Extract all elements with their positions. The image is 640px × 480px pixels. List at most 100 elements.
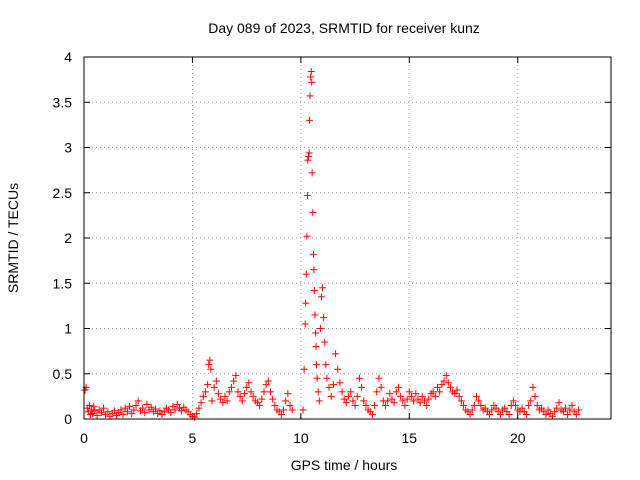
data-point (193, 410, 201, 418)
data-point (555, 399, 563, 407)
data-point (455, 392, 463, 400)
data-point (451, 390, 459, 398)
x-tick-label: 15 (402, 430, 418, 446)
data-point (208, 397, 216, 405)
data-point (309, 250, 317, 258)
x-tick-label: 20 (510, 430, 526, 446)
data-point (100, 404, 108, 412)
data-point (314, 388, 322, 396)
data-point (358, 383, 366, 391)
data-point (388, 395, 396, 403)
data-point (566, 406, 574, 414)
data-point (173, 401, 181, 409)
data-point (217, 395, 225, 403)
data-point (468, 406, 476, 414)
data-point (230, 377, 238, 385)
data-point (564, 410, 572, 418)
data-point (284, 390, 292, 398)
data-point (156, 407, 164, 415)
data-point (219, 399, 227, 407)
data-point (307, 67, 315, 75)
data-point (310, 286, 318, 294)
data-point (280, 406, 288, 414)
data-point (117, 406, 125, 414)
data-point (141, 409, 149, 417)
data-point (572, 410, 580, 418)
data-point (322, 361, 330, 369)
data-point (353, 392, 361, 400)
plot-frame (83, 56, 612, 420)
data-point (304, 153, 312, 161)
data-point (308, 169, 316, 177)
data-point (225, 388, 233, 396)
data-point (301, 320, 309, 328)
data-point (407, 392, 415, 400)
data-point (390, 399, 398, 407)
data-point (306, 116, 314, 124)
data-point (207, 365, 215, 373)
data-point (542, 410, 550, 418)
data-point (477, 401, 485, 409)
data-point (191, 413, 199, 421)
data-point (371, 401, 379, 409)
data-point (544, 406, 552, 414)
data-point (492, 404, 500, 412)
data-point (525, 401, 533, 409)
data-point (336, 379, 344, 387)
data-point (488, 406, 496, 414)
data-point (178, 407, 186, 415)
data-point (338, 388, 346, 396)
data-point (315, 397, 323, 405)
data-point (147, 403, 155, 411)
data-point (312, 343, 320, 351)
data-point (401, 401, 409, 409)
data-point (368, 410, 376, 418)
data-point (245, 379, 253, 387)
data-point (227, 383, 235, 391)
data-point (399, 397, 407, 405)
data-point (423, 401, 431, 409)
data-point (473, 392, 481, 400)
data-point (429, 388, 437, 396)
data-point (304, 156, 312, 164)
y-tick-label: 1 (64, 321, 72, 337)
data-point (205, 361, 213, 369)
y-axis-title: SRMTID / TECUs (5, 183, 21, 293)
data-point (167, 409, 175, 417)
data-point (533, 401, 541, 409)
data-point (309, 209, 317, 217)
data-point (312, 329, 320, 337)
data-point (386, 390, 394, 398)
data-point (310, 266, 318, 274)
data-point (206, 356, 214, 364)
data-point (269, 395, 277, 403)
data-point (317, 293, 325, 301)
data-point (121, 404, 129, 412)
data-point (249, 392, 257, 400)
data-point (355, 374, 363, 382)
x-tick-label: 5 (189, 430, 197, 446)
data-point (574, 406, 582, 414)
data-point (123, 408, 131, 416)
data-point (323, 374, 331, 382)
data-point (522, 410, 530, 418)
data-point (505, 410, 513, 418)
data-point (377, 383, 385, 391)
data-point (195, 404, 203, 412)
data-point (134, 397, 142, 405)
y-tick-label: 1.5 (53, 275, 73, 291)
data-point (527, 397, 535, 405)
data-point (277, 410, 285, 418)
data-point (481, 404, 489, 412)
x-tick-label: 0 (80, 430, 88, 446)
grid-lines (84, 57, 611, 419)
data-point (303, 191, 311, 199)
data-point (236, 392, 244, 400)
data-point (501, 404, 509, 412)
y-tick-label: 3 (64, 140, 72, 156)
data-point (438, 381, 446, 389)
data-point (160, 408, 168, 416)
data-point (436, 388, 444, 396)
chart-title: Day 089 of 2023, SRMTID for receiver kun… (208, 20, 480, 36)
data-point (104, 408, 112, 416)
